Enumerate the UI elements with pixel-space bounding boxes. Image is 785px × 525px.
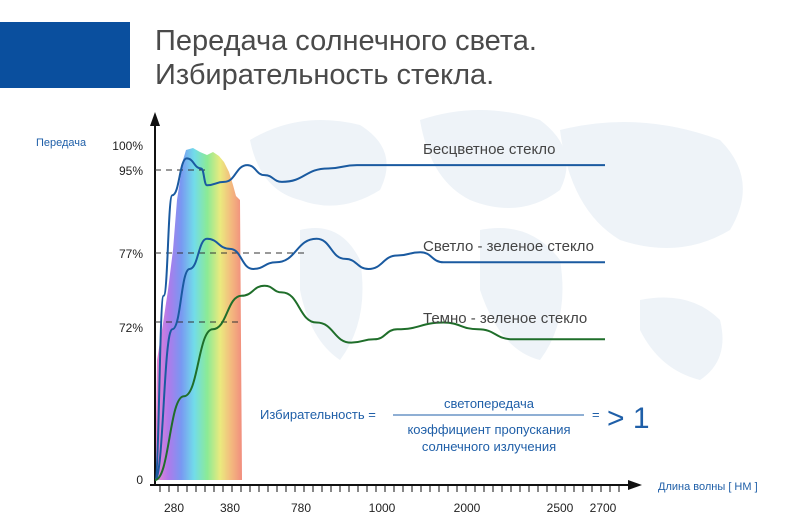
formula-equals: = (592, 407, 600, 422)
header-accent-block (0, 22, 130, 88)
world-map-background (250, 110, 743, 380)
title-line-1: Передача солнечного света. (155, 25, 537, 57)
x-tick-label: 380 (220, 501, 240, 515)
y-tick-label: 72% (119, 321, 143, 335)
x-axis-label: Длина волны [ НМ ] (658, 481, 758, 493)
y-tick-label: 0 (136, 473, 143, 487)
x-axis-arrow (628, 480, 642, 490)
y-tick-label: 77% (119, 247, 143, 261)
formula-denominator-line-1: коэффициент пропускания (407, 422, 570, 437)
x-tick-label: 280 (164, 501, 184, 515)
series-line-clear-glass (154, 157, 605, 481)
x-tick-label: 2500 (547, 501, 574, 515)
title-line-2: Избирательность стекла. (155, 59, 495, 91)
formula-lhs: Избирательность = (260, 407, 376, 422)
x-tick-label: 2700 (590, 501, 617, 515)
formula-numerator: светопередача (444, 396, 535, 411)
series-label-light-green-glass: Светло - зеленое стекло (423, 238, 594, 255)
series-line-dark-green-glass (154, 284, 605, 481)
y-tick-label: 95% (119, 164, 143, 178)
page-title: Передача солнечного света. Избирательнос… (155, 24, 537, 92)
x-axis-minor-ticks (159, 485, 620, 492)
visible-spectrum-band (155, 148, 242, 480)
y-axis-label: Передача (36, 137, 87, 149)
formula-result: > 1 (607, 402, 650, 435)
series-label-dark-green-glass: Темно - зеленое стекло (423, 310, 587, 327)
y-tick-label: 100% (112, 139, 143, 153)
series-line-light-green-glass (154, 237, 605, 481)
x-tick-label: 780 (291, 501, 311, 515)
series-label-clear-glass: Бесцветное стекло (423, 141, 555, 158)
y-axis-arrow (150, 112, 160, 126)
x-tick-label: 1000 (369, 501, 396, 515)
formula-denominator-line-2: солнечного излучения (422, 439, 556, 454)
x-tick-label: 2000 (454, 501, 481, 515)
